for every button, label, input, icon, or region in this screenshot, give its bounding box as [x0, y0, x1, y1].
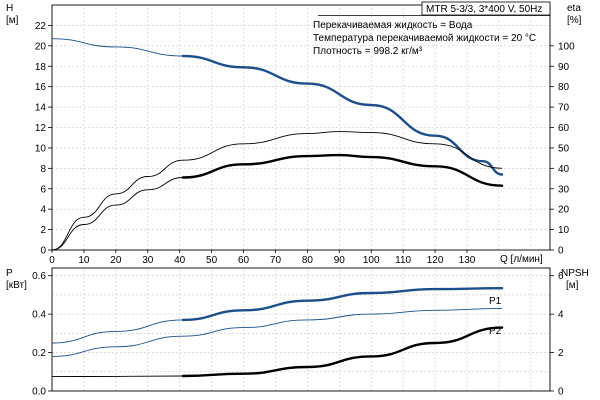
grid-lines	[52, 5, 550, 391]
y2-tick-label: 100	[558, 41, 575, 52]
y-tick-label: 16	[35, 82, 47, 93]
series-label-p1: P1	[489, 296, 502, 307]
info-line-density: Плотность = 998.2 кг/м³	[313, 46, 423, 57]
bottom-right-axis-unit: [м]	[566, 280, 579, 291]
data-series	[51, 38, 504, 378]
x-tick-label: 110	[395, 255, 411, 266]
bottom-left-axis-unit: [кВт]	[6, 280, 27, 291]
y-tick-label: 14	[35, 103, 47, 114]
x-tick-label: 80	[302, 255, 314, 266]
y-tick-label: 12	[35, 123, 47, 134]
top-left-axis-unit: [м]	[6, 15, 19, 26]
y-tick-label: 2	[40, 225, 46, 236]
x-tick-label: 30	[142, 255, 154, 266]
y-tick-label: 10	[35, 143, 47, 154]
series-line-operating	[181, 287, 504, 322]
y2-tick-label: 0	[558, 246, 564, 257]
bottom-left-axis-label: P	[6, 268, 13, 279]
x-tick-label: 70	[270, 255, 282, 266]
series-label-p2: P2	[489, 326, 502, 337]
y2-tick-label: 50	[558, 143, 570, 154]
top-left-axis-label: H	[6, 3, 13, 14]
series-line-thin	[51, 38, 183, 57]
y-tick-label: 0.0	[32, 387, 46, 398]
y2-tick-label: 6	[558, 271, 564, 282]
y2-tick-label: 0	[558, 387, 564, 398]
y-tick-label: 4	[40, 205, 46, 216]
y2-tick-label: 90	[558, 62, 570, 73]
y-tick-label: 0.4	[32, 310, 46, 321]
y-tick-label: 8	[40, 164, 46, 175]
series-line-operating	[181, 54, 504, 176]
top-right-axis-label: eta	[567, 3, 581, 14]
series-line-thin	[51, 307, 503, 357]
y-tick-label: 0	[40, 246, 46, 257]
x-tick-label: 130	[459, 255, 476, 266]
x-tick-label: 20	[110, 255, 122, 266]
x-tick-label: 100	[363, 255, 380, 266]
y2-tick-label: 80	[558, 82, 570, 93]
title-box	[421, 1, 551, 16]
y-tick-label: 0.6	[32, 271, 46, 282]
y2-tick-label: 40	[558, 164, 570, 175]
y2-tick-label: 2	[558, 348, 564, 359]
x-axis-label: Q [л/мин]	[500, 254, 543, 265]
y-tick-label: 6	[40, 184, 46, 195]
plot-frame	[51, 267, 551, 392]
x-tick-label: 0	[49, 255, 55, 266]
y-tick-label: 22	[35, 21, 47, 32]
y2-tick-label: 30	[558, 184, 570, 195]
y-tick-label: 20	[35, 41, 47, 52]
series-line-thin	[51, 131, 503, 251]
y2-tick-label: 10	[558, 225, 570, 236]
series-line-thin	[51, 177, 183, 251]
y2-tick-label: 20	[558, 205, 570, 216]
x-tick-label: 40	[174, 255, 186, 266]
y2-tick-label: 60	[558, 123, 570, 134]
tick-labels: 0246810121416182022010203040506070809010…	[32, 21, 575, 398]
chart-title: MTR 5-3/3, 3*400 V, 50Hz	[426, 4, 542, 15]
series-line-operating	[181, 326, 504, 378]
y-tick-label: 18	[35, 62, 47, 73]
bottom-right-axis-label: NPSH	[561, 268, 589, 279]
series-line-operating	[181, 153, 504, 187]
series-line-thin	[51, 375, 183, 378]
y2-tick-label: 4	[558, 310, 564, 321]
x-tick-label: 50	[206, 255, 218, 266]
x-tick-label: 60	[238, 255, 250, 266]
y-tick-label: 0.2	[32, 348, 46, 359]
x-tick-label: 10	[78, 255, 90, 266]
x-tick-label: 90	[334, 255, 346, 266]
series-line-thin	[51, 319, 183, 344]
top-right-axis-unit: [%]	[567, 15, 582, 26]
info-line-temperature: Температура перекачиваемой жидкости = 20…	[313, 33, 536, 44]
y2-tick-label: 70	[558, 103, 570, 114]
x-tick-label: 120	[427, 255, 444, 266]
info-line-fluid: Перекачиваемая жидкость = Вода	[313, 20, 473, 31]
